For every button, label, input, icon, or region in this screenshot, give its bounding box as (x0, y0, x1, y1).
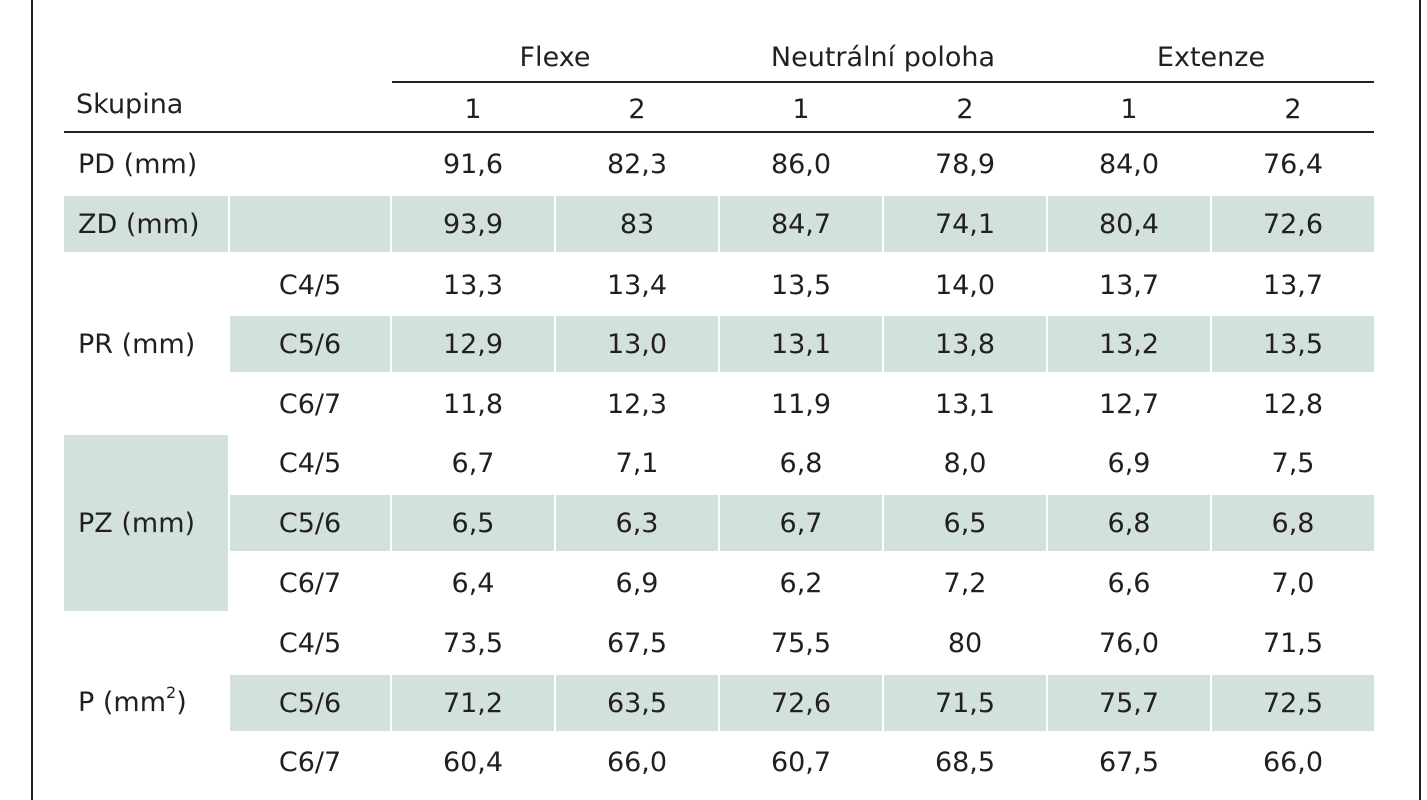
value-cell: 91,6 (442, 148, 504, 180)
value-cell: 60,7 (770, 746, 832, 778)
value-cell: 14,0 (934, 269, 996, 301)
subgroup-cell: C5/6 (230, 495, 390, 551)
value-cell: 76,4 (1262, 148, 1324, 180)
value-cell: 11,9 (770, 388, 832, 420)
value-cell: 13,7 (1262, 269, 1324, 301)
value-cell: 78,9 (934, 148, 996, 180)
value-cell: 7,5 (1271, 447, 1315, 479)
value-cell: 6,3 (556, 495, 718, 551)
subcolumn-header: 1 (1120, 94, 1138, 125)
value-cell: 6,8 (1048, 495, 1210, 551)
value-cell: 66,0 (1262, 746, 1324, 778)
value-cell: 13,1 (720, 316, 882, 372)
value-cell: 13,5 (1212, 316, 1374, 372)
value-cell: 6,2 (779, 567, 823, 599)
value-cell: 84,0 (1098, 148, 1160, 180)
value-cell: 60,4 (442, 746, 504, 778)
value-cell: 13,1 (934, 388, 996, 420)
value-cell: 82,3 (606, 148, 668, 180)
subgroup-cell: C4/5 (278, 447, 342, 479)
row-group-label: PR (mm) (78, 329, 196, 360)
value-cell: 71,5 (1262, 627, 1324, 659)
value-cell: 6,5 (392, 495, 554, 551)
subgroup-cell: C6/7 (278, 746, 342, 778)
value-cell: 73,5 (442, 627, 504, 659)
subgroup-cell: C6/7 (278, 388, 342, 420)
value-cell: 86,0 (770, 148, 832, 180)
value-cell: 80,4 (1048, 196, 1210, 252)
skupina-header: Skupina (76, 89, 184, 120)
row-group-label: PD (mm) (78, 148, 198, 180)
subcolumn-header: 1 (464, 94, 482, 125)
subgroup-cell: C5/6 (230, 316, 390, 372)
subgroup-cell: C6/7 (278, 567, 342, 599)
subgroup-cell: C4/5 (278, 627, 342, 659)
row-group-label: PZ (mm) (64, 435, 228, 611)
value-cell: 75,5 (770, 627, 832, 659)
value-cell: 71,5 (884, 675, 1046, 731)
group-underline-rule (392, 81, 1374, 83)
value-cell: 66,0 (606, 746, 668, 778)
subcolumn-header: 2 (628, 94, 646, 125)
subgroup-cell (230, 196, 390, 252)
value-cell: 93,9 (392, 196, 554, 252)
value-cell: 67,5 (606, 627, 668, 659)
subcolumn-header: 2 (956, 94, 974, 125)
row-group-label-text: P (mm (78, 687, 167, 718)
value-cell: 72,6 (720, 675, 882, 731)
value-cell: 13,5 (770, 269, 832, 301)
group-header-extenze: Extenze (1156, 42, 1266, 73)
value-cell: 6,9 (615, 567, 659, 599)
subcolumn-header: 2 (1284, 94, 1302, 125)
value-cell: 74,1 (884, 196, 1046, 252)
value-cell: 6,8 (1212, 495, 1374, 551)
value-cell: 13,3 (442, 269, 504, 301)
value-cell: 7,2 (943, 567, 987, 599)
group-header-flexe: Flexe (519, 42, 591, 73)
value-cell: 6,7 (451, 447, 495, 479)
value-cell: 7,0 (1271, 567, 1315, 599)
value-cell: 72,6 (1212, 196, 1374, 252)
value-cell: 80 (947, 627, 983, 659)
value-cell: 13,2 (1048, 316, 1210, 372)
row-group-label: P (mm 2) (78, 682, 187, 718)
value-cell: 71,2 (392, 675, 554, 731)
value-cell: 75,7 (1048, 675, 1210, 731)
value-cell: 12,7 (1098, 388, 1160, 420)
row-group-label: ZD (mm) (64, 196, 228, 252)
subgroup-cell (230, 136, 390, 192)
value-cell: 6,5 (884, 495, 1046, 551)
value-cell: 67,5 (1098, 746, 1160, 778)
table-frame (31, 0, 1421, 800)
subcolumn-header: 1 (792, 94, 810, 125)
value-cell: 11,8 (442, 388, 504, 420)
subgroup-cell: C4/5 (278, 269, 342, 301)
value-cell: 83 (556, 196, 718, 252)
value-cell: 12,9 (392, 316, 554, 372)
value-cell: 13,7 (1098, 269, 1160, 301)
value-cell: 6,8 (779, 447, 823, 479)
value-cell: 7,1 (615, 447, 659, 479)
subgroup-cell: C5/6 (230, 675, 390, 731)
value-cell: 13,8 (884, 316, 1046, 372)
value-cell: 6,7 (720, 495, 882, 551)
value-cell: 13,0 (556, 316, 718, 372)
value-cell: 84,7 (720, 196, 882, 252)
value-cell: 6,4 (451, 567, 495, 599)
value-cell: 12,8 (1262, 388, 1324, 420)
value-cell: 68,5 (934, 746, 996, 778)
value-cell: 63,5 (556, 675, 718, 731)
value-cell: 76,0 (1098, 627, 1160, 659)
value-cell: 13,4 (606, 269, 668, 301)
value-cell: 12,3 (606, 388, 668, 420)
value-cell: 8,0 (943, 447, 987, 479)
value-cell: 6,6 (1107, 567, 1151, 599)
row-group-label-close: ) (176, 687, 187, 718)
value-cell: 6,9 (1107, 447, 1151, 479)
header-bottom-rule (64, 131, 1374, 133)
value-cell: 72,5 (1212, 675, 1374, 731)
group-header-neutralni-poloha: Neutrální poloha (770, 42, 996, 73)
